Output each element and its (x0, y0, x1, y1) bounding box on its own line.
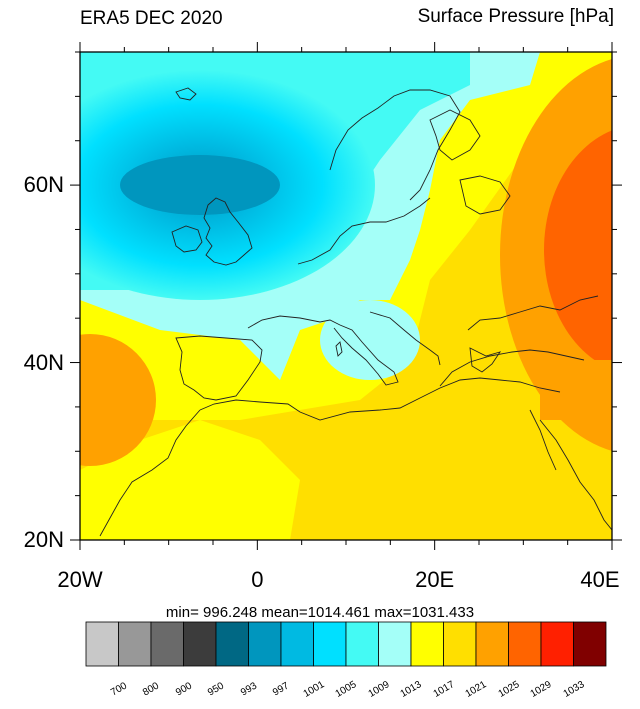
colorbar-box-12 (475, 621, 509, 667)
colorbar-box-9 (378, 621, 412, 667)
lat-label-20n: 20N (23, 527, 64, 552)
colorbar-box-2 (150, 621, 184, 667)
colorbar-label-1001: 1001 (301, 679, 326, 700)
plot-title-left: ERA5 DEC 2020 (80, 8, 223, 29)
pressure-map (70, 42, 622, 550)
lon-label-0: 0 (251, 567, 264, 592)
azores-high (80, 334, 156, 466)
colorbar-label-1025: 1025 (496, 679, 521, 700)
colorbar-box-15 (573, 621, 607, 667)
low-center (120, 155, 280, 215)
colorbar-label-950: 950 (206, 680, 226, 699)
colorbar-box-13 (508, 621, 542, 667)
colorbar-box-5 (248, 621, 282, 667)
lon-label-40e: 40E (580, 567, 620, 592)
tick-marks (70, 42, 622, 550)
colorbar-label-997: 997 (271, 680, 291, 699)
colorbar-box-4 (215, 621, 249, 667)
colorbar-box-14 (540, 621, 574, 667)
lat-label-60n: 60N (23, 172, 64, 198)
colorbar-label-1013: 1013 (398, 679, 424, 700)
colorbar-label-1009: 1009 (366, 679, 391, 700)
colorbar (85, 621, 607, 667)
colorbar-box-8 (345, 621, 379, 667)
colorbar-box-3 (183, 621, 217, 667)
lon-label-20w: 20W (57, 567, 103, 592)
coastlines (99, 87, 612, 537)
colorbar-label-800: 800 (141, 680, 161, 699)
colorbar-box-11 (443, 621, 477, 667)
colorbar-box-10 (410, 621, 444, 667)
colorbar-box-0 (85, 621, 119, 667)
colorbar-box-6 (280, 621, 314, 667)
colorbar-box-7 (313, 621, 347, 667)
colorbar-label-993: 993 (238, 680, 259, 699)
field-1017-south (80, 420, 300, 540)
colorbar-label-1017: 1017 (431, 679, 456, 700)
colorbar-label-1021: 1021 (463, 679, 489, 700)
colorbar-label-1029: 1029 (528, 679, 554, 700)
colorbar-label-900: 900 (173, 680, 194, 699)
lon-label-20e: 20E (415, 567, 455, 592)
lat-label-40n: 40N (23, 349, 64, 375)
colorbar-label-1033: 1033 (561, 679, 586, 700)
colorbar-box-1 (118, 621, 152, 667)
colorbar-label-700: 700 (108, 680, 129, 699)
colorbar-label-1005: 1005 (333, 679, 359, 700)
field-1013-italy (320, 300, 420, 380)
statistics-line: min= 996.248 mean=1014.461 max=1031.433 (165, 604, 475, 621)
plot-title-right: Surface Pressure [hPa] (417, 6, 614, 27)
